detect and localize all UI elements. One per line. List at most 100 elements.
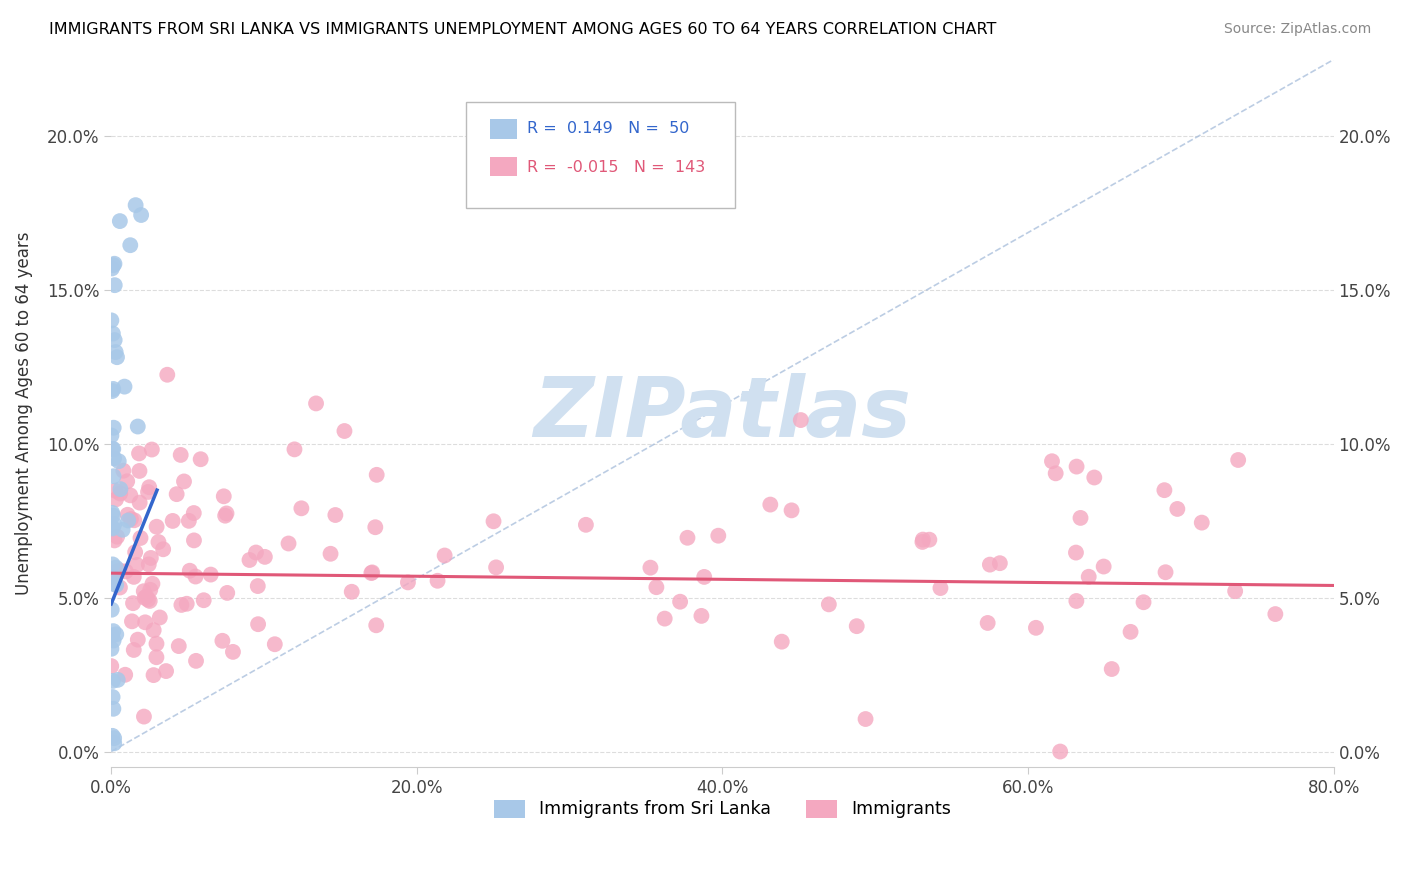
- Point: [575, 517, 598, 532]
- Point: [103, 731, 125, 746]
- Text: R =  -0.015   N =  143: R = -0.015 N = 143: [527, 160, 704, 175]
- Point: [132, 584, 155, 599]
- Point: [263, 637, 285, 651]
- Point: [101, 261, 124, 276]
- Point: [166, 487, 188, 501]
- Point: [103, 258, 125, 272]
- Point: [108, 214, 131, 228]
- Point: [911, 535, 934, 549]
- Point: [105, 530, 128, 544]
- Point: [212, 489, 235, 503]
- Point: [1083, 470, 1105, 484]
- Point: [1092, 559, 1115, 574]
- Legend: Immigrants from Sri Lanka, Immigrants: Immigrants from Sri Lanka, Immigrants: [486, 793, 957, 825]
- FancyBboxPatch shape: [465, 102, 735, 208]
- Point: [111, 523, 134, 537]
- Point: [193, 593, 215, 607]
- Point: [127, 632, 149, 647]
- Point: [305, 396, 328, 410]
- Point: [103, 442, 125, 456]
- Point: [115, 475, 138, 489]
- Point: [100, 602, 122, 616]
- Point: [1132, 595, 1154, 609]
- Point: [101, 690, 124, 704]
- Point: [184, 654, 207, 668]
- Point: [139, 551, 162, 566]
- Point: [104, 333, 127, 347]
- Point: [1166, 502, 1188, 516]
- Point: [141, 576, 163, 591]
- Point: [690, 608, 713, 623]
- Point: [1040, 454, 1063, 468]
- Point: [149, 610, 172, 624]
- Point: [104, 560, 127, 574]
- Point: [103, 702, 125, 716]
- Point: [120, 512, 142, 526]
- Point: [101, 673, 124, 688]
- Point: [103, 257, 125, 271]
- Point: [136, 592, 159, 607]
- Point: [780, 503, 803, 517]
- Point: [101, 442, 124, 456]
- Y-axis label: Unemployment Among Ages 60 to 64 years: Unemployment Among Ages 60 to 64 years: [15, 232, 32, 595]
- Point: [127, 419, 149, 434]
- Point: [325, 508, 347, 522]
- Point: [122, 513, 145, 527]
- Point: [128, 464, 150, 478]
- Point: [1077, 570, 1099, 584]
- Point: [654, 612, 676, 626]
- Point: [108, 486, 131, 500]
- Point: [104, 345, 127, 359]
- Point: [128, 495, 150, 509]
- Point: [129, 208, 152, 222]
- Text: IMMIGRANTS FROM SRI LANKA VS IMMIGRANTS UNEMPLOYMENT AMONG AGES 60 TO 64 YEARS C: IMMIGRANTS FROM SRI LANKA VS IMMIGRANTS …: [49, 22, 997, 37]
- Point: [1223, 584, 1246, 599]
- Point: [125, 558, 148, 572]
- Point: [217, 586, 239, 600]
- Point: [138, 558, 160, 572]
- Point: [396, 575, 419, 590]
- Point: [108, 581, 131, 595]
- Point: [100, 313, 122, 327]
- Point: [1264, 607, 1286, 621]
- Text: Source: ZipAtlas.com: Source: ZipAtlas.com: [1223, 22, 1371, 37]
- Point: [124, 198, 146, 212]
- Point: [104, 577, 127, 591]
- Point: [122, 570, 145, 584]
- Point: [200, 567, 222, 582]
- Point: [179, 564, 201, 578]
- Point: [104, 278, 127, 293]
- Point: [138, 480, 160, 494]
- Point: [134, 615, 156, 630]
- Point: [115, 565, 138, 579]
- Point: [340, 584, 363, 599]
- Point: [103, 517, 125, 532]
- Point: [790, 413, 813, 427]
- Point: [103, 421, 125, 435]
- Point: [101, 384, 124, 398]
- Point: [104, 483, 127, 498]
- Point: [485, 560, 508, 574]
- Point: [976, 615, 998, 630]
- Point: [145, 637, 167, 651]
- Point: [122, 596, 145, 610]
- Point: [1066, 594, 1088, 608]
- Point: [845, 619, 868, 633]
- Point: [707, 529, 730, 543]
- Point: [117, 508, 139, 522]
- Point: [1227, 453, 1250, 467]
- Point: [669, 595, 692, 609]
- Point: [1101, 662, 1123, 676]
- Point: [433, 549, 456, 563]
- Point: [190, 452, 212, 467]
- Point: [100, 628, 122, 642]
- Point: [120, 488, 142, 502]
- Point: [112, 464, 135, 478]
- Point: [1064, 545, 1087, 559]
- Point: [361, 566, 384, 580]
- Point: [1153, 483, 1175, 498]
- Point: [139, 594, 162, 608]
- Point: [101, 729, 124, 743]
- Point: [120, 238, 142, 252]
- Point: [142, 668, 165, 682]
